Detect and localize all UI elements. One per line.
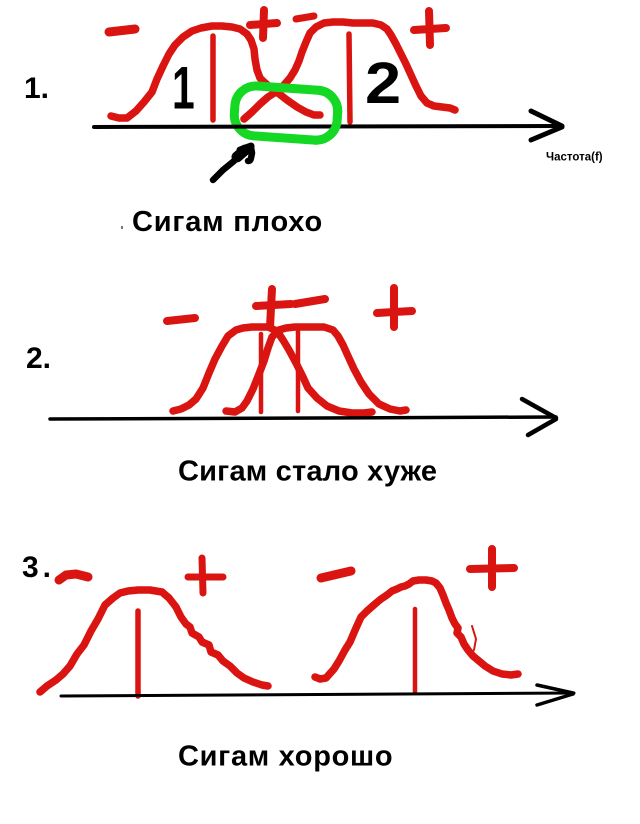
svg-text:Сигам хорошо: Сигам хорошо — [178, 741, 393, 773]
svg-text:2: 2 — [365, 51, 401, 116]
svg-text:Частота(f): Частота(f) — [546, 152, 603, 164]
svg-text:Сигам плохо: Сигам плохо — [132, 206, 323, 238]
svg-text:Сигам стало хуже: Сигам стало хуже — [178, 456, 437, 488]
svg-text:1: 1 — [172, 55, 195, 122]
svg-text:1.: 1. — [24, 72, 49, 105]
svg-text:2.: 2. — [26, 342, 51, 375]
svg-text:3.: 3. — [22, 551, 55, 584]
